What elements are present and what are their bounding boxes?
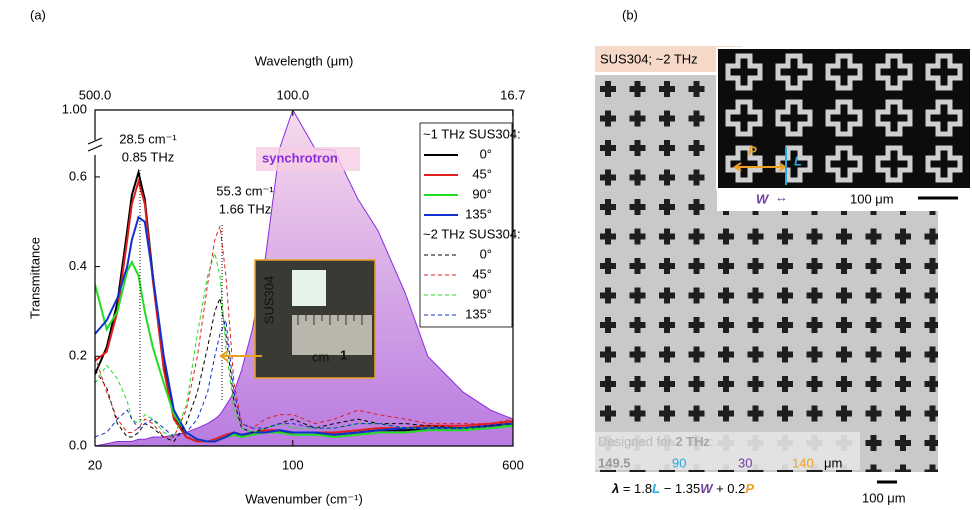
x2-tick-label: 500.0 (79, 87, 112, 102)
legend-group-title: ~1 THz SUS304: (423, 126, 521, 141)
legend-label: 90° (472, 286, 492, 301)
l-label: L (794, 153, 802, 168)
y-tick-label: 0.6 (69, 168, 87, 183)
legend-group-title: ~2 THz SUS304: (423, 226, 521, 241)
inset-caption-bg (717, 189, 971, 211)
y-axis-title: Transmittance (27, 237, 42, 319)
ruler-ticks (297, 315, 363, 325)
photo-label: SUS304 (261, 276, 276, 324)
legend-label: 90° (472, 186, 492, 201)
design-bg (595, 432, 860, 470)
w-arrow: ↔ (775, 189, 788, 204)
ruler (292, 315, 372, 355)
sample-photo: SUS304 cm 1 (219, 259, 376, 379)
x2-tick-label: 16.7 (500, 87, 525, 102)
y-tick-label: 0.0 (69, 437, 87, 452)
x-tick-label: 20 (88, 457, 102, 472)
ruler-unit: cm (312, 349, 329, 364)
legend-label: 135° (465, 206, 492, 221)
inset-scale-label: 100 μm (850, 191, 894, 206)
design-value: 90 (672, 455, 686, 470)
design-title-bold: 2 THz (675, 434, 710, 449)
synchrotron-label: synchrotron (262, 150, 338, 165)
legend-label: 135° (465, 306, 492, 321)
zoom-inset: P L W ↔ 100 μm (716, 47, 972, 211)
formula-part: λ (611, 481, 619, 496)
legend-label: 0° (480, 246, 492, 261)
x2-tick-label: 100.0 (277, 87, 310, 102)
synchrotron-label-bg (256, 147, 360, 171)
image-label: SUS304; ~2 THz (600, 51, 698, 66)
x2-axis-title: Wavelength (μm) (255, 53, 354, 68)
design-value: 140 (792, 455, 814, 470)
y-tick-label: 0.4 (69, 258, 87, 273)
y-tick-label: 0.2 (69, 348, 87, 363)
x-tick-label: 600 (502, 457, 524, 472)
series-line (95, 215, 513, 443)
p-label: P (748, 143, 757, 158)
series-line (95, 318, 513, 438)
formula-part: = 1.8 (619, 481, 652, 496)
legend-label: 45° (472, 166, 492, 181)
inset-image (716, 47, 972, 190)
design-value: 149.5 (598, 455, 631, 470)
formula: λ = 1.8L − 1.35W + 0.2P (611, 481, 754, 496)
annotation: 55.3 cm⁻¹ (216, 183, 274, 198)
y-tick-label: 1.00 (62, 101, 87, 116)
x-axis-title: Wavenumber (cm⁻¹) (245, 491, 363, 506)
annotation: 1.66 THz (219, 201, 272, 216)
design-title-text: Designed for (598, 434, 672, 449)
formula-part: − 1.35 (660, 481, 700, 496)
design-colon: : (710, 434, 714, 449)
formula-part: L (652, 481, 660, 496)
panel-label: (a) (30, 7, 46, 22)
annotation: 0.85 THz (122, 149, 175, 164)
series-line (95, 177, 513, 443)
design-unit: μm (824, 455, 842, 470)
synchrotron-line (95, 110, 513, 446)
design-value: 30 (738, 455, 752, 470)
legend-box (419, 122, 513, 328)
sample-square (292, 270, 326, 306)
photo-arrow (219, 350, 262, 362)
legend-label: 0° (480, 146, 492, 161)
annotation: 28.5 cm⁻¹ (119, 131, 177, 146)
scale-label: 100 μm (862, 490, 906, 505)
formula-part: + 0.2 (712, 481, 745, 496)
ruler-number: 1 (340, 347, 347, 362)
design-title: Designed for 2 THz: (598, 434, 714, 449)
formula-part: W (700, 481, 714, 496)
formula-part: P (745, 481, 754, 496)
axis-break (87, 137, 103, 152)
panel-label: (b) (622, 7, 638, 22)
legend-label: 45° (472, 266, 492, 281)
w-label: W (756, 191, 770, 206)
x-tick-label: 100 (282, 457, 304, 472)
